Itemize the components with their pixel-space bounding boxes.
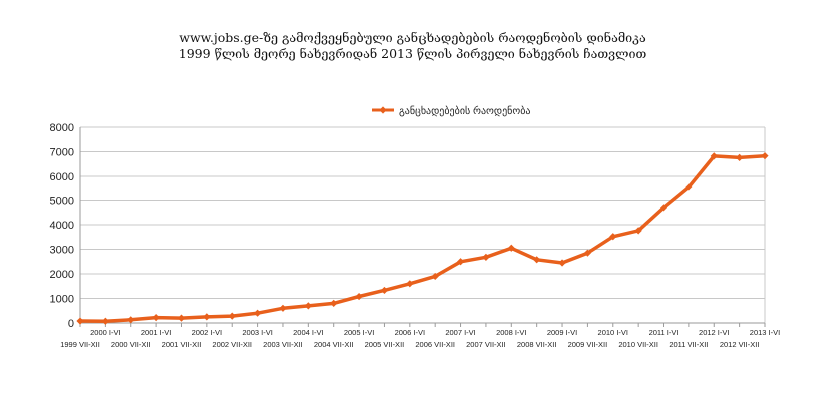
axes bbox=[79, 127, 766, 327]
data-point bbox=[533, 256, 541, 264]
x-tick-label: 2000 VII-XII bbox=[111, 340, 151, 349]
data-point bbox=[380, 286, 389, 295]
x-tick-label: 2005 I-VI bbox=[344, 328, 374, 337]
data-point bbox=[76, 317, 84, 325]
x-tick-label: 2011 VII-XII bbox=[669, 340, 708, 349]
y-tick-label: 1000 bbox=[50, 294, 74, 306]
x-tick-label: 2007 I-VI bbox=[445, 328, 475, 337]
x-tick-label: 2012 VII-XII bbox=[720, 340, 760, 349]
data-point bbox=[304, 302, 312, 310]
data-point bbox=[736, 153, 744, 161]
x-tick-label: 2008 VII-XII bbox=[517, 340, 557, 349]
x-tick-label: 2009 I-VI bbox=[547, 328, 577, 337]
data-point bbox=[507, 244, 515, 252]
legend-swatch-marker bbox=[379, 106, 387, 114]
y-tick-label: 0 bbox=[68, 318, 74, 330]
data-point bbox=[253, 309, 262, 317]
data-point bbox=[609, 233, 617, 241]
x-tick-label: 2013 I-VI bbox=[750, 328, 780, 337]
y-tick-label: 8000 bbox=[50, 122, 74, 134]
legend-label: განცხადებების რაოდენობა bbox=[399, 105, 531, 117]
series-line bbox=[79, 153, 766, 324]
data-point bbox=[203, 313, 211, 321]
gridlines bbox=[80, 126, 765, 324]
data-series bbox=[76, 152, 769, 325]
data-point bbox=[127, 316, 135, 324]
data-point bbox=[279, 304, 287, 312]
data-point bbox=[431, 272, 439, 281]
data-point bbox=[152, 314, 160, 322]
data-point bbox=[406, 280, 414, 288]
data-point bbox=[355, 292, 363, 301]
x-tick-label: 2005 VII-XII bbox=[365, 340, 405, 349]
data-point bbox=[685, 183, 693, 191]
x-tick-label: 2010 VII-XII bbox=[618, 340, 658, 349]
x-tick-label: 2004 I-VI bbox=[293, 328, 323, 337]
x-tick-label: 2000 I-VI bbox=[90, 328, 120, 337]
x-tick-label: 2007 VII-XII bbox=[466, 340, 506, 349]
data-point bbox=[558, 259, 566, 267]
data-point bbox=[228, 312, 236, 320]
data-point bbox=[482, 253, 490, 261]
x-tick-label: 2002 I-VI bbox=[192, 328, 222, 337]
y-tick-label: 3000 bbox=[50, 245, 74, 257]
data-point bbox=[456, 258, 465, 266]
legend: განცხადებების რაოდენობა bbox=[372, 105, 531, 117]
x-tick-label: 2001 VII-XII bbox=[162, 340, 202, 349]
y-tick-label: 4000 bbox=[50, 220, 74, 232]
chart-title: www.jobs.ge-ზე გამოქვეყნებული განცხადებე… bbox=[179, 30, 646, 45]
x-tick-label: 2010 I-VI bbox=[598, 328, 628, 337]
x-tick-label: 2012 I-VI bbox=[699, 328, 729, 337]
x-tick-label: 2006 VII-XII bbox=[415, 340, 455, 349]
y-tick-label: 7000 bbox=[50, 147, 74, 159]
data-point bbox=[583, 249, 592, 257]
chart-subtitle: 1999 წლის მეორე ნახევრიდან 2013 წლის პირ… bbox=[178, 46, 647, 61]
x-axis-tick-labels: 1999 VII-XII 2000 I-VI 2000 VII-XII 2001 I-… bbox=[60, 328, 780, 349]
x-tick-label: 2001 I-VI bbox=[141, 328, 171, 337]
y-tick-label: 2000 bbox=[50, 269, 74, 281]
x-tick-label: 2009 VII-XII bbox=[568, 340, 608, 349]
x-tick-label: 2011 I-VI bbox=[649, 328, 679, 337]
x-tick-label: 2004 VII-XII bbox=[314, 340, 354, 349]
data-point bbox=[710, 152, 718, 160]
x-tick-label: 2003 VII-XII bbox=[263, 340, 303, 349]
y-tick-label: 5000 bbox=[50, 196, 74, 208]
data-point bbox=[177, 314, 186, 322]
data-point bbox=[659, 204, 668, 212]
x-tick-label: 2003 I-VI bbox=[242, 328, 272, 337]
x-tick-label: 1999 VII-XII bbox=[60, 340, 100, 349]
y-tick-label: 6000 bbox=[50, 171, 74, 183]
y-axis-tick-labels: 0 1000 2000 3000 4000 5000 6000 7000 8000 bbox=[50, 122, 74, 330]
data-point bbox=[330, 299, 338, 307]
x-tick-label: 2008 I-VI bbox=[496, 328, 526, 337]
data-point bbox=[101, 317, 109, 325]
x-tick-label: 2002 VII-XII bbox=[212, 340, 252, 349]
data-point bbox=[634, 227, 642, 235]
x-tick-label: 2006 I-VI bbox=[395, 328, 425, 337]
data-point bbox=[761, 152, 769, 160]
